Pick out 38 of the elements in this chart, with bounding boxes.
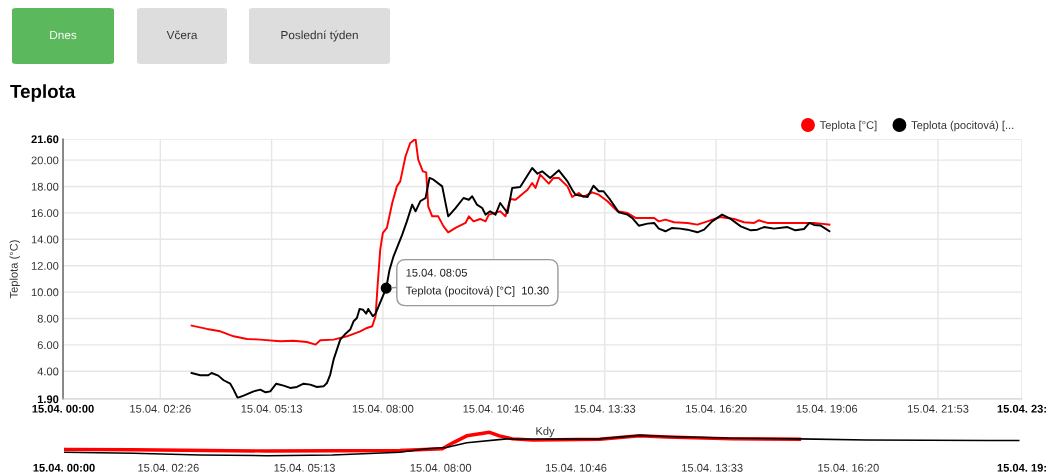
chart-title: Teplota bbox=[10, 84, 76, 102]
x-tick-label: 15.04. 13:33 bbox=[682, 463, 743, 472]
legend-label: Teplota [°C] bbox=[819, 120, 877, 132]
y-tick-label: 18.00 bbox=[31, 182, 59, 191]
y-axis-title: Teplota (°C) bbox=[9, 240, 20, 299]
x-tick-label: 15.04. 02:26 bbox=[138, 463, 199, 472]
y-tick-label: 16.00 bbox=[31, 209, 59, 218]
x-tick-label: 15.04. 16:20 bbox=[686, 404, 747, 413]
annotation: 15.04. 08:05 Teplota (pocitová) [°C] 10.30 bbox=[405, 268, 549, 297]
x-tick-label: 15.04. 10:46 bbox=[463, 404, 524, 413]
y-tick-label: 4.00 bbox=[37, 367, 59, 376]
x-axis-title: Kdy bbox=[536, 426, 555, 438]
x-tick-label: 15.04. 21:53 bbox=[907, 404, 969, 413]
text: Včera bbox=[166, 30, 198, 40]
y-tick-label: 20.00 bbox=[31, 156, 59, 165]
x-tick-label: 15.04. 19: bbox=[997, 463, 1046, 472]
x-tick-label: 15.04. 10:46 bbox=[545, 463, 607, 472]
text: Dnes bbox=[50, 30, 77, 40]
y-tick-label: 1.90 bbox=[37, 395, 59, 404]
x-tick-label: 15.04. 05:13 bbox=[274, 463, 335, 472]
y-tick-label: 10.00 bbox=[31, 288, 59, 297]
y-tick-label: 21.60 bbox=[31, 135, 59, 144]
y-tick-label: 8.00 bbox=[37, 314, 59, 323]
y-tick-label: 6.00 bbox=[37, 341, 59, 350]
x-tick-label: 15.04. 00:00 bbox=[33, 463, 95, 472]
x-tick-label: 15.04. 08:00 bbox=[410, 463, 472, 472]
x-tick-label: 15.04. 16:20 bbox=[818, 463, 879, 472]
text: Poslední týden bbox=[281, 30, 358, 42]
x-tick-label: 15.04. 19:06 bbox=[796, 404, 858, 413]
y-tick-label: 12.00 bbox=[31, 261, 59, 270]
x-tick-label: 15.04. 08:00 bbox=[352, 404, 414, 413]
x-tick-label: 15.04. 02:26 bbox=[130, 404, 191, 413]
x-tick-label: 15.04. 05:13 bbox=[241, 404, 302, 413]
x-tick-label: 15.04. 00:00 bbox=[32, 404, 94, 413]
y-tick-label: 14.00 bbox=[31, 235, 59, 244]
x-tick-label: 15.04. 13:33 bbox=[574, 404, 636, 413]
x-tick-label: 15.04. 23: bbox=[997, 404, 1046, 413]
legend-label: Teplota (pocitová) [... bbox=[911, 120, 1014, 132]
